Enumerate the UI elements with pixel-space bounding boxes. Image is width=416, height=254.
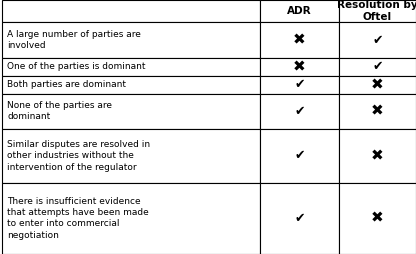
Text: One of the parties is dominant: One of the parties is dominant xyxy=(7,62,146,71)
Text: ✖: ✖ xyxy=(371,77,384,92)
Bar xyxy=(339,93,416,129)
Text: ✔: ✔ xyxy=(294,212,305,225)
Text: Resolution by
Oftel: Resolution by Oftel xyxy=(337,0,416,22)
Text: ADR: ADR xyxy=(287,6,312,16)
Bar xyxy=(260,183,339,254)
Bar xyxy=(339,0,416,22)
Bar xyxy=(339,22,416,58)
Text: ✖: ✖ xyxy=(371,149,384,164)
Text: ✖: ✖ xyxy=(371,211,384,226)
Bar xyxy=(339,129,416,183)
Bar xyxy=(2,0,260,22)
Bar xyxy=(260,58,339,76)
Text: None of the parties are
dominant: None of the parties are dominant xyxy=(7,101,112,121)
Bar xyxy=(2,183,260,254)
Text: A large number of parties are
involved: A large number of parties are involved xyxy=(7,30,141,50)
Text: Similar disputes are resolved in
other industries without the
intervention of th: Similar disputes are resolved in other i… xyxy=(7,140,150,171)
Text: ✖: ✖ xyxy=(371,104,384,119)
Text: ✔: ✔ xyxy=(372,34,383,46)
Text: ✖: ✖ xyxy=(293,33,306,47)
Text: ✖: ✖ xyxy=(293,59,306,74)
Bar xyxy=(339,183,416,254)
Bar xyxy=(260,22,339,58)
Text: ✔: ✔ xyxy=(294,149,305,163)
Text: ✔: ✔ xyxy=(372,60,383,73)
Text: Both parties are dominant: Both parties are dominant xyxy=(7,80,126,89)
Bar xyxy=(2,58,260,76)
Bar xyxy=(2,22,260,58)
Bar xyxy=(260,0,339,22)
Bar xyxy=(339,58,416,76)
Bar xyxy=(260,76,339,93)
Bar xyxy=(2,76,260,93)
Bar xyxy=(2,129,260,183)
Bar xyxy=(339,76,416,93)
Text: ✔: ✔ xyxy=(294,78,305,91)
Bar xyxy=(2,93,260,129)
Text: ✔: ✔ xyxy=(294,105,305,118)
Bar xyxy=(260,93,339,129)
Text: There is insufficient evidence
that attempts have been made
to enter into commer: There is insufficient evidence that atte… xyxy=(7,197,149,240)
Bar xyxy=(260,129,339,183)
